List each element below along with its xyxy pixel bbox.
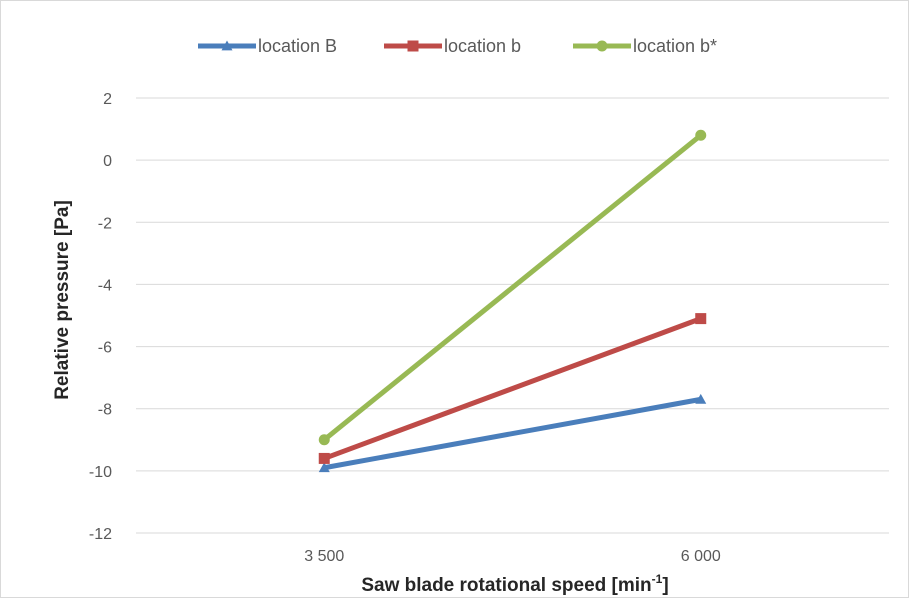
x-axis-title-suffix: ] [662, 575, 668, 596]
y-tick-label: -4 [98, 277, 112, 294]
x-axis-title-main: Saw blade rotational speed [min [361, 575, 651, 596]
gridlines [136, 97, 889, 534]
legend: location B location b location b* [198, 36, 717, 56]
triangle-marker [695, 393, 707, 404]
x-tick-label: 6 000 [681, 548, 721, 565]
triangle-marker [318, 462, 330, 473]
legend-label: location b [444, 36, 521, 56]
series-3 [318, 129, 707, 446]
circle-marker [695, 129, 707, 141]
x-axis-title: Saw blade rotational speed [min-1] [361, 572, 668, 596]
legend-item: location b [384, 36, 521, 56]
legend-item: location b* [573, 36, 717, 56]
y-tick-label: 2 [103, 91, 112, 108]
circle-marker [318, 434, 330, 446]
legend-item: location B [198, 36, 337, 56]
series-line [323, 316, 702, 461]
y-tick-label: -6 [98, 340, 112, 357]
square-marker [407, 40, 419, 52]
x-tick-labels: 3 500 6 000 [304, 548, 721, 565]
y-tick-label: -12 [89, 526, 112, 543]
circle-marker [596, 40, 608, 52]
square-marker [318, 452, 330, 464]
y-tick-labels: 2 0 -2 -4 -6 -8 -10 -12 [89, 91, 112, 543]
y-axis-title: Relative pressure [Pa] [52, 200, 73, 400]
y-tick-label: 0 [103, 153, 112, 170]
legend-label: location b* [633, 36, 717, 56]
legend-label: location B [258, 36, 337, 56]
y-tick-label: -10 [89, 464, 112, 481]
series-2 [318, 313, 707, 464]
square-marker [695, 313, 707, 325]
series-line [322, 133, 703, 442]
y-tick-label: -2 [98, 215, 112, 232]
series-1 [318, 393, 707, 473]
x-axis-title-superscript: -1 [652, 572, 663, 586]
series-lines [318, 129, 707, 473]
y-tick-label: -8 [98, 402, 112, 419]
series-line [323, 396, 702, 471]
x-tick-label: 3 500 [304, 548, 344, 565]
triangle-marker [221, 40, 233, 51]
